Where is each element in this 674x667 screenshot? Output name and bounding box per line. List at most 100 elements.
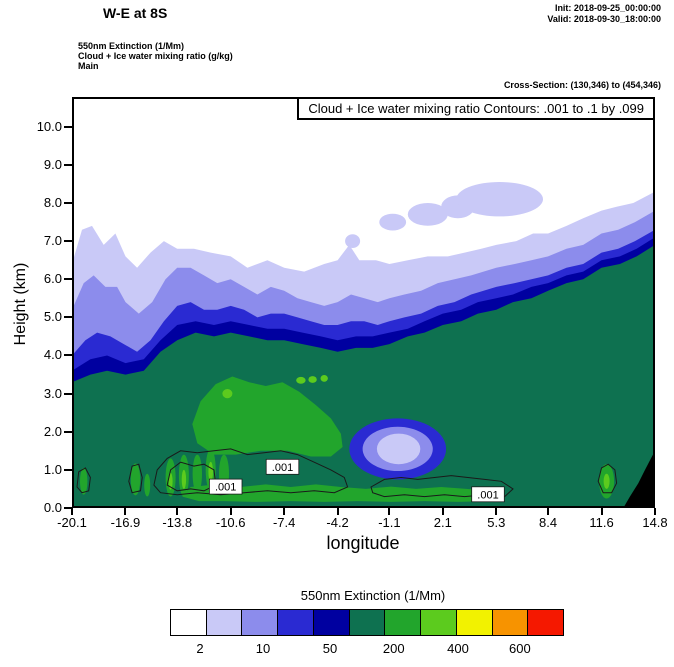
x-tick-label: -4.2 [326, 515, 349, 530]
bright-green-spot [222, 389, 233, 399]
terrain-fill [623, 450, 655, 508]
mixing-ratio-contour [597, 463, 618, 494]
bright-green-spot [320, 375, 328, 382]
contour-label: .001 [477, 489, 498, 501]
x-tick-label: 2.1 [433, 515, 452, 530]
x-tick-label: -1.1 [378, 515, 401, 530]
y-tick-mark [64, 278, 72, 281]
x-tick-mark [654, 508, 656, 515]
x-tick-mark [124, 508, 127, 515]
y-tick-mark [64, 125, 72, 128]
contour-note: Cloud + Ice water mixing ratio Contours:… [297, 97, 655, 120]
x-tick-label: -20.1 [57, 515, 87, 530]
x-tick-mark [336, 508, 339, 515]
contour-label-box [265, 458, 300, 475]
x-tick-mark [71, 508, 73, 515]
contour-label: .001 [272, 462, 293, 474]
x-tick-mark [388, 508, 391, 515]
init-time: Init: 2018-09-25_00:00:00 [554, 3, 661, 13]
y-tick-mark [64, 430, 72, 433]
plot-title: W-E at 8S [103, 5, 168, 21]
field-domain: Main [78, 61, 99, 71]
cloud-top-patch [407, 203, 448, 226]
plot-area: .001 .001 .001 Cloud + Ice water mixing ra… [72, 97, 655, 509]
x-tick-label: -16.9 [110, 515, 141, 530]
colorbar-cell-4 [312, 609, 350, 636]
y-tick-label: 2.0 [43, 423, 62, 439]
x-tick-label: -13.8 [162, 515, 193, 530]
field-list: 550nm Extinction (1/Mm) Cloud + Ice wate… [78, 41, 233, 71]
y-tick-mark [64, 201, 72, 204]
colorbar-cell-3 [277, 609, 314, 636]
mixing-ratio-contour [370, 475, 514, 498]
colorbar-tick-label: 2 [196, 641, 204, 656]
y-tick-label: 8.0 [43, 194, 62, 210]
y-tick-label: 3.0 [43, 385, 62, 401]
y-tick-mark [64, 163, 72, 166]
x-tick-label: -7.4 [272, 515, 296, 530]
x-tick-label: 8.4 [539, 515, 558, 530]
colorbar [170, 609, 565, 636]
colorbar-cell-0 [170, 609, 207, 636]
bright-green-spot [308, 376, 317, 383]
y-tick-mark [64, 392, 72, 395]
colorbar-tick-label: 10 [255, 641, 271, 656]
colorbar-cell-2 [241, 609, 279, 636]
colorbar-tick-label: 50 [322, 641, 338, 656]
contour-label: .001 [215, 482, 236, 494]
colorbar-tick-label: 200 [382, 641, 405, 656]
y-tick-label: 5.0 [43, 309, 62, 325]
cloud-top-patch [456, 182, 543, 217]
colorbar-cell-1 [205, 609, 243, 636]
y-tick-label: 9.0 [43, 156, 62, 172]
colorbar-title: 550nm Extinction (1/Mm) [300, 588, 446, 603]
contour-label-box [208, 478, 243, 495]
bright-green-spot [603, 473, 610, 489]
x-tick-mark [283, 508, 286, 515]
y-tick-label: 6.0 [43, 271, 62, 287]
green-surface-blob [130, 463, 141, 496]
mixing-ratio-contour [76, 467, 91, 494]
y-tick-label: 4.0 [43, 347, 62, 363]
y-tick-label: 7.0 [43, 233, 62, 249]
surface-green-strip [182, 484, 500, 502]
colorbar-cell-10 [527, 609, 565, 636]
y-tick-label: 1.0 [43, 461, 62, 477]
x-axis-title: longitude [326, 533, 400, 553]
init-valid-block: Init: 2018-09-25_00:00:00 Valid: 2018-09… [547, 3, 661, 25]
green-surface-blob [144, 473, 151, 497]
field-extinction: 550nm Extinction (1/Mm) [78, 41, 185, 51]
y-tick-mark [64, 316, 72, 319]
x-tick-mark [441, 508, 444, 515]
x-tick-mark [495, 508, 498, 515]
colorbar-tick-label: 400 [447, 641, 469, 656]
bright-green-spot [296, 376, 306, 384]
y-tick-mark [64, 354, 72, 357]
y-tick-mark [64, 468, 72, 471]
y-tick-label: 0.0 [43, 500, 62, 515]
green-surface-blob [192, 454, 202, 493]
colorbar-cell-9 [491, 609, 529, 636]
y-tick-mark [64, 240, 72, 243]
x-tick-label: 11.6 [589, 515, 614, 530]
x-tick-label: 5.3 [487, 515, 506, 530]
cloud-top-patch [345, 234, 361, 249]
y-tick-label: 10.0 [36, 118, 62, 134]
field-mixing-ratio: Cloud + Ice water mixing ratio (g/kg) [78, 51, 233, 61]
mixing-ratio-contour [153, 448, 349, 496]
x-tick-mark [176, 508, 179, 515]
valid-time: Valid: 2018-09-30_18:00:00 [547, 14, 661, 24]
mixing-ratio-contour [128, 463, 143, 494]
mixing-ratio-contour [166, 461, 217, 492]
cross-section-info: Cross-Section: (130,346) to (454,346) [503, 80, 661, 90]
cloud-top-patch [379, 213, 407, 231]
colorbar-cell-7 [420, 609, 457, 636]
cross-section-plot: .001 .001 .001 [72, 97, 655, 509]
colorbar-tick-label: 600 [509, 641, 531, 656]
y-tick-mark [64, 507, 72, 509]
colorbar-cell-5 [348, 609, 386, 636]
colorbar-cell-6 [384, 609, 422, 636]
contour-label-box [471, 486, 505, 503]
bright-green-spot [168, 472, 173, 490]
